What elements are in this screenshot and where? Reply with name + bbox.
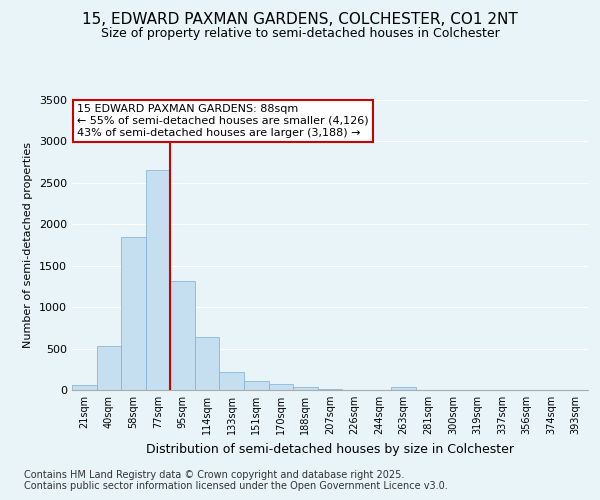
Bar: [318, 389, 342, 390]
Text: 15 EDWARD PAXMAN GARDENS: 88sqm
← 55% of semi-detached houses are smaller (4,126: 15 EDWARD PAXMAN GARDENS: 88sqm ← 55% of…: [77, 104, 369, 138]
Bar: [293, 387, 318, 390]
Bar: [195, 337, 220, 390]
Bar: [97, 346, 121, 390]
Bar: [72, 384, 97, 390]
Bar: [146, 170, 170, 390]
X-axis label: Distribution of semi-detached houses by size in Colchester: Distribution of semi-detached houses by …: [146, 442, 514, 456]
Text: Size of property relative to semi-detached houses in Colchester: Size of property relative to semi-detach…: [101, 28, 499, 40]
Bar: [244, 381, 269, 390]
Bar: [170, 280, 195, 390]
Bar: [391, 386, 416, 390]
Bar: [269, 384, 293, 390]
Bar: [121, 236, 146, 390]
Y-axis label: Number of semi-detached properties: Number of semi-detached properties: [23, 142, 34, 348]
Bar: [220, 372, 244, 390]
Text: 15, EDWARD PAXMAN GARDENS, COLCHESTER, CO1 2NT: 15, EDWARD PAXMAN GARDENS, COLCHESTER, C…: [82, 12, 518, 28]
Text: Contains HM Land Registry data © Crown copyright and database right 2025.: Contains HM Land Registry data © Crown c…: [24, 470, 404, 480]
Text: Contains public sector information licensed under the Open Government Licence v3: Contains public sector information licen…: [24, 481, 448, 491]
